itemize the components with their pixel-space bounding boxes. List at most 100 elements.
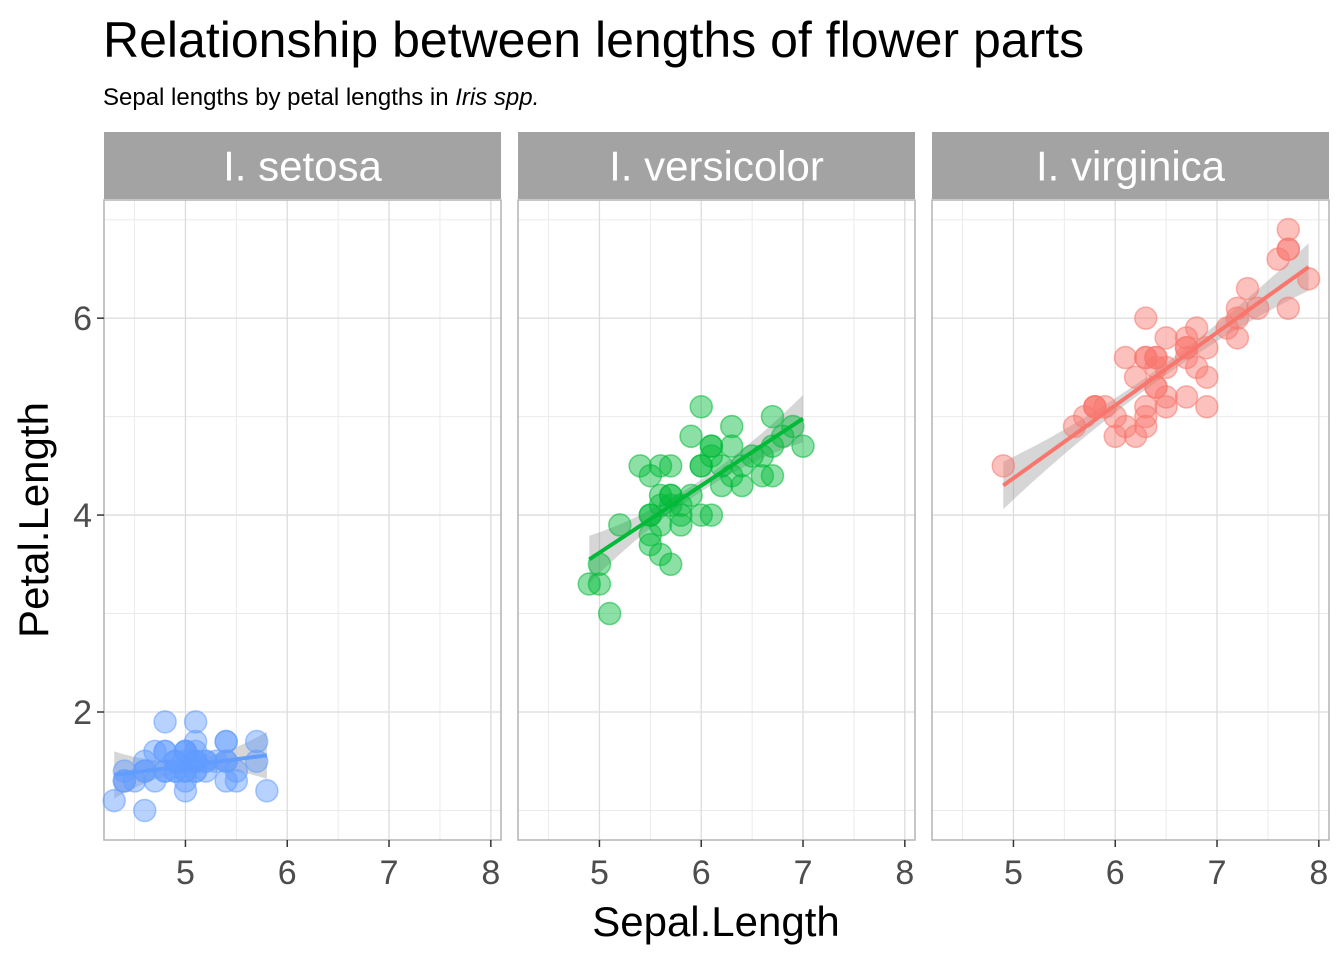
data-point — [658, 552, 683, 577]
data-point — [991, 454, 1016, 478]
x-tick-label: 6 — [278, 854, 297, 892]
data-point — [1174, 385, 1199, 409]
data-point — [1266, 247, 1290, 271]
data-point — [638, 463, 663, 488]
panel-border — [931, 199, 1330, 841]
data-point — [638, 532, 663, 557]
data-point — [669, 503, 693, 527]
data-point — [1134, 395, 1158, 419]
data-point — [1113, 345, 1138, 370]
x-tick-label: 7 — [794, 854, 813, 892]
data-point — [153, 710, 177, 734]
facet-strip — [518, 132, 915, 199]
data-point — [770, 424, 795, 449]
facet-strip-label: I. versicolor — [609, 143, 824, 190]
facet-panel-ivirginica: I. virginica 5 6 7 8 — [931, 132, 1330, 892]
data-point — [255, 779, 279, 803]
data-point — [577, 572, 602, 596]
chart-title: Relationship between lengths of flower p… — [103, 12, 1084, 68]
x-tick-label: 5 — [590, 854, 609, 892]
data-point — [244, 749, 269, 773]
data-point — [183, 729, 208, 754]
data-point — [1184, 316, 1209, 340]
data-point — [132, 798, 157, 823]
data-point — [1154, 326, 1178, 350]
data-point — [760, 404, 785, 429]
panel-border — [517, 199, 916, 841]
data-point — [1103, 424, 1127, 449]
facet-strip-label: I. virginica — [1036, 143, 1226, 190]
data-point — [1123, 424, 1148, 449]
facet-panel-iversicolor: I. versicolor 5 6 7 8 — [517, 132, 916, 892]
data-point — [1174, 326, 1199, 350]
data-point — [760, 463, 785, 488]
data-point — [699, 444, 724, 468]
x-tick-label: 7 — [380, 854, 399, 892]
data-point — [720, 414, 744, 439]
data-point — [183, 710, 208, 734]
data-point — [679, 424, 703, 449]
data-point — [173, 769, 198, 793]
regression-line — [1002, 265, 1310, 488]
data-point — [791, 434, 815, 458]
data-point — [608, 513, 632, 537]
data-point — [1276, 296, 1301, 321]
data-point — [628, 454, 652, 478]
x-tick-label: 6 — [1106, 854, 1125, 892]
facet-strip-label: I. setosa — [223, 143, 382, 190]
data-point — [1154, 395, 1178, 419]
data-point — [1134, 345, 1158, 370]
y-axis-title: Petal.Length — [10, 402, 57, 638]
data-point — [587, 572, 612, 596]
data-point — [244, 729, 269, 754]
x-tick-label: 8 — [481, 854, 500, 892]
subtitle-text: Sepal lengths by petal lengths in — [103, 84, 455, 111]
data-point — [122, 769, 147, 793]
data-point — [1134, 414, 1158, 439]
y-tick-label: 6 — [73, 300, 92, 338]
data-point — [1134, 306, 1158, 330]
data-point — [638, 523, 663, 547]
y-tick-label: 2 — [73, 694, 92, 732]
data-point — [1195, 365, 1219, 389]
facet-strip — [104, 132, 501, 199]
chart-subtitle: Sepal lengths by petal lengths in Iris s… — [103, 84, 539, 111]
data-point — [669, 513, 693, 537]
y-tick-label: 4 — [73, 497, 92, 535]
data-point — [1276, 237, 1301, 261]
data-point — [689, 503, 713, 527]
data-point — [224, 769, 249, 793]
data-point — [102, 788, 126, 813]
data-point — [1225, 326, 1250, 350]
data-point — [648, 483, 673, 508]
data-point — [720, 434, 744, 458]
x-tick-label: 7 — [1208, 854, 1227, 892]
data-point — [730, 473, 754, 498]
x-tick-label: 6 — [692, 854, 711, 892]
data-point — [1276, 217, 1301, 242]
data-point — [1195, 395, 1219, 419]
data-point — [214, 729, 238, 754]
data-point — [153, 739, 177, 764]
subtitle-italic-text: Iris spp. — [455, 84, 539, 111]
data-point — [143, 739, 167, 764]
x-tick-label: 8 — [1309, 854, 1328, 892]
data-point — [173, 779, 198, 803]
data-point — [689, 395, 713, 419]
panel-border — [103, 199, 502, 841]
x-tick-label: 8 — [895, 854, 914, 892]
regression-line — [588, 416, 805, 562]
data-point — [658, 454, 683, 478]
data-point — [1154, 385, 1178, 409]
data-point — [699, 434, 724, 458]
data-point — [1245, 296, 1270, 321]
data-point — [750, 463, 775, 488]
data-point — [1113, 414, 1138, 439]
data-point — [1235, 276, 1260, 301]
data-point — [1144, 345, 1168, 370]
data-point — [1184, 355, 1209, 380]
regression-line — [113, 753, 268, 777]
data-point — [1123, 365, 1148, 389]
data-point — [214, 769, 238, 793]
